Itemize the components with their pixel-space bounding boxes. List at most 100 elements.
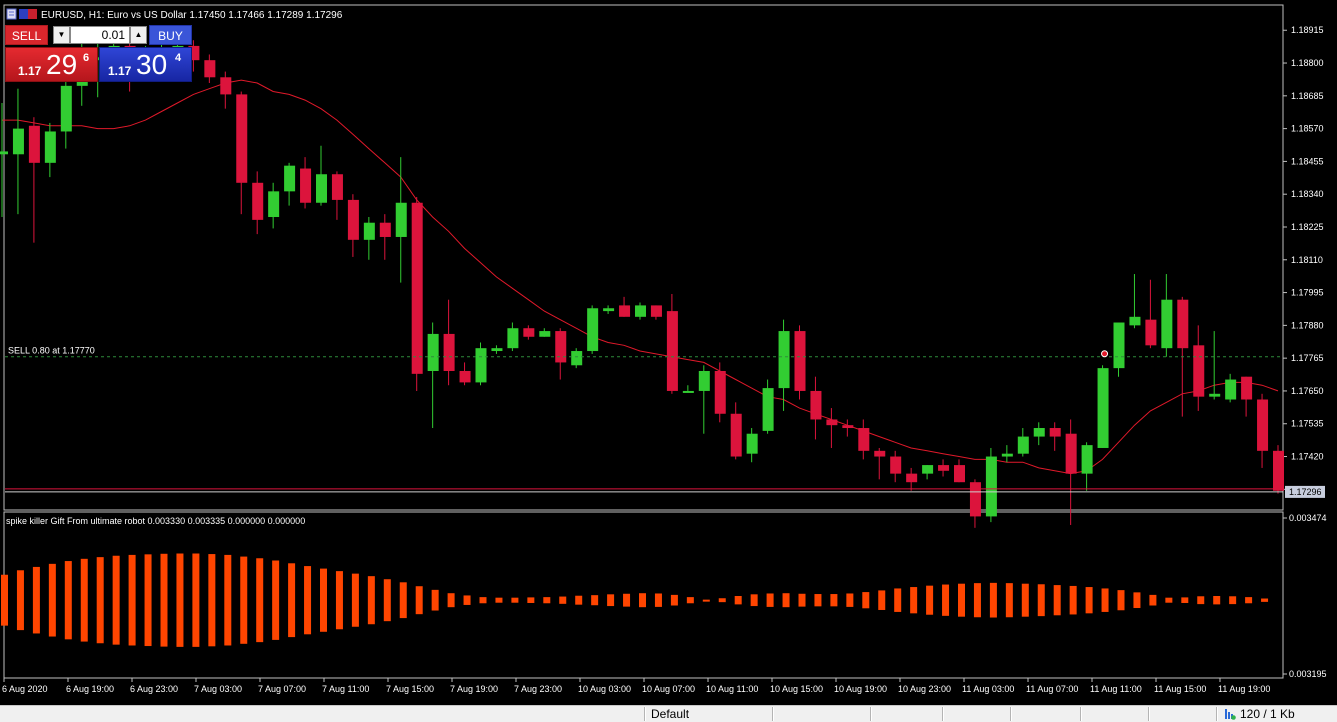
connection-icon	[1225, 709, 1236, 720]
candle	[12, 88, 24, 215]
candle-body	[698, 370, 710, 391]
candle-body	[523, 328, 535, 337]
profile-name[interactable]: Default	[651, 707, 690, 721]
candle-body	[635, 305, 646, 317]
histogram-bar	[814, 594, 822, 607]
time-tick-label: 7 Aug 15:00	[386, 684, 434, 694]
time-tick-label: 11 Aug 03:00	[962, 684, 1014, 694]
histogram-bar	[415, 586, 423, 615]
candle	[1097, 365, 1109, 448]
time-tick-label: 6 Aug 2020	[2, 684, 48, 694]
candle-body	[252, 182, 264, 220]
candle	[730, 402, 742, 460]
buy-price-button[interactable]: 1.17 30 4	[99, 47, 192, 82]
histogram-bar	[1037, 584, 1045, 617]
histogram-bar	[878, 590, 886, 610]
candle-body	[1065, 433, 1077, 474]
lot-decrease-icon[interactable]: ▼	[53, 26, 70, 44]
chart-window-icon	[6, 8, 17, 20]
histogram-bar	[782, 593, 790, 608]
histogram-bar	[686, 597, 694, 604]
candle-body	[587, 308, 599, 352]
candle	[268, 182, 280, 229]
candle	[1209, 331, 1221, 400]
candle-body	[842, 425, 854, 429]
buy-button[interactable]: BUY	[149, 25, 192, 45]
status-separator	[1148, 707, 1150, 721]
time-tick-label: 10 Aug 11:00	[706, 684, 758, 694]
candle-body	[619, 305, 631, 317]
candle	[954, 459, 965, 483]
histogram-bar	[160, 553, 168, 647]
current-price-tag	[1285, 485, 1325, 498]
candle	[1113, 322, 1125, 377]
histogram-bar	[399, 582, 407, 619]
histogram-bar	[479, 597, 487, 604]
candle	[44, 122, 56, 178]
candle	[906, 467, 918, 491]
histogram-bar	[846, 593, 854, 607]
indicator-histogram	[1, 553, 1269, 647]
candle-body	[922, 465, 934, 474]
candle	[1017, 428, 1029, 457]
trading-chart[interactable]: EURUSD, H1: Euro vs US Dollar 1.17450 1.…	[0, 0, 1337, 705]
candle-body	[300, 168, 312, 203]
histogram-bar	[256, 558, 264, 643]
indicator-axis-bottom: 0.003195	[1289, 669, 1327, 679]
candle	[1241, 376, 1253, 417]
candle-body	[1273, 450, 1284, 491]
lot-increase-icon[interactable]: ▲	[130, 26, 147, 44]
candle	[331, 171, 343, 220]
price-tick-label: 1.18340	[1291, 189, 1324, 199]
histogram-bar	[639, 593, 646, 608]
time-tick-label: 6 Aug 19:00	[66, 684, 114, 694]
lot-size-input[interactable]	[70, 26, 130, 44]
candle-body	[762, 388, 774, 431]
time-tick-label: 7 Aug 07:00	[258, 684, 306, 694]
time-tick-label: 10 Aug 03:00	[578, 684, 631, 694]
sell-button[interactable]: SELL	[5, 25, 48, 45]
time-tick-label: 7 Aug 19:00	[450, 684, 498, 694]
order-marker-icon[interactable]	[1101, 350, 1109, 358]
buy-price-prefix: 1.17	[108, 64, 132, 78]
candle	[1257, 393, 1269, 468]
time-tick-label: 11 Aug 07:00	[1026, 684, 1078, 694]
histogram-bar	[208, 554, 216, 647]
candle-body	[411, 202, 423, 374]
candle-body	[1129, 316, 1141, 326]
candle-body	[571, 351, 583, 366]
candle	[842, 419, 854, 437]
candle	[890, 450, 902, 483]
order-line-label: SELL 0.80 at 1.17770	[8, 346, 95, 356]
candle-body	[347, 199, 359, 240]
histogram-bar	[750, 594, 758, 607]
candle-body	[555, 331, 567, 363]
candle-body	[858, 428, 870, 451]
histogram-bar	[112, 555, 120, 645]
histogram-bar	[973, 583, 981, 618]
candle	[411, 197, 423, 391]
candle-body	[746, 433, 758, 454]
histogram-bar	[607, 594, 615, 607]
candle-body	[1241, 376, 1253, 400]
histogram-bar	[495, 597, 503, 603]
sell-price-prefix: 1.17	[18, 64, 42, 78]
candle-body	[874, 450, 886, 457]
candle	[236, 91, 248, 215]
main-chart-area[interactable]	[3, 4, 1284, 511]
candle-body	[1113, 322, 1125, 369]
candle-body	[188, 45, 200, 61]
sell-price-button[interactable]: 1.17 29 6	[5, 47, 98, 82]
candle-body	[316, 174, 327, 203]
time-tick-label: 7 Aug 11:00	[322, 684, 369, 694]
candle-body	[268, 191, 280, 218]
status-separator	[870, 707, 872, 721]
time-tick-label: 7 Aug 03:00	[194, 684, 242, 694]
candle-body	[12, 128, 24, 155]
candle	[762, 379, 774, 434]
connection-status[interactable]: 120 / 1 Kb	[1224, 707, 1295, 721]
candle-body	[475, 348, 487, 383]
candle	[938, 459, 950, 477]
candle	[666, 293, 678, 394]
time-tick-label: 10 Aug 15:00	[770, 684, 823, 694]
